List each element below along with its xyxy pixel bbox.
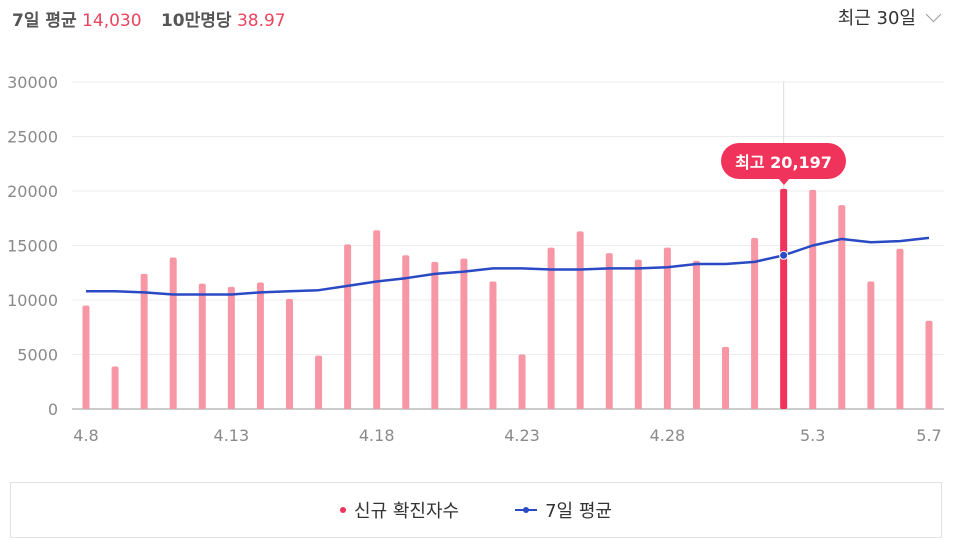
avg-line <box>86 236 930 296</box>
avg-line-point <box>779 250 789 260</box>
bar <box>663 247 671 409</box>
bars <box>82 188 933 409</box>
period-dropdown[interactable]: 최근 30일 <box>837 4 942 30</box>
x-tick-label: 5.3 <box>800 426 825 445</box>
summary-bar: 7일 평균 14,030 10만명당 38.97 <box>12 6 300 31</box>
avg-value: 14,030 <box>82 11 142 31</box>
bar <box>111 366 119 409</box>
legend-item-new-cases[interactable]: 신규 확진자수 <box>340 497 459 523</box>
bar <box>576 231 584 409</box>
bar <box>692 260 700 409</box>
y-tick-label: 25000 <box>7 128 58 147</box>
per100k-label: 10만명당 <box>160 11 232 31</box>
y-tick-label: 30000 <box>7 73 58 92</box>
bar <box>605 253 613 409</box>
bar <box>285 298 293 409</box>
x-tick-label: 4.13 <box>214 426 250 445</box>
y-tick-label: 15000 <box>7 237 58 256</box>
bar <box>82 305 90 409</box>
bar <box>634 259 642 409</box>
line-marker-icon <box>515 507 538 513</box>
legend-seven-day-avg-label: 7일 평균 <box>545 501 612 522</box>
max-callout: 최고 20,197 <box>721 142 846 185</box>
bar <box>169 257 177 409</box>
x-tick-label: 4.28 <box>650 426 686 445</box>
dot-icon <box>340 507 347 513</box>
bar <box>867 281 875 409</box>
bar <box>344 244 352 409</box>
bar <box>402 255 410 409</box>
bar <box>315 355 323 409</box>
x-tick-label: 4.18 <box>359 426 395 445</box>
bar <box>198 283 206 409</box>
bar <box>925 320 933 409</box>
bar <box>809 189 817 409</box>
period-dropdown-label: 최근 30일 <box>837 8 916 29</box>
bar <box>751 237 759 409</box>
grid <box>72 81 944 410</box>
bar <box>547 247 555 409</box>
x-axis: 4.8 4.13 4.18 4.23 4.28 5.3 5.7 <box>73 426 941 445</box>
legend-item-seven-day-avg[interactable]: 7일 평균 <box>515 497 612 523</box>
avg-label: 7일 평균 <box>12 11 77 31</box>
bar <box>489 281 497 409</box>
per100k-value: 38.97 <box>236 11 286 31</box>
y-tick-label: 20000 <box>7 182 58 201</box>
legend-new-cases-label: 신규 확진자수 <box>354 501 460 522</box>
bar <box>256 282 264 409</box>
bar <box>140 273 148 409</box>
y-tick-label: 0 <box>48 400 58 419</box>
bar <box>896 248 904 409</box>
y-tick-label: 5000 <box>17 346 58 365</box>
bar <box>460 258 468 409</box>
bar <box>838 205 846 409</box>
y-axis: 0 5000 10000 15000 20000 25000 30000 <box>7 73 58 419</box>
x-tick-label: 5.7 <box>916 426 941 445</box>
max-callout-value: 20,197 <box>770 152 832 172</box>
x-tick-label: 4.8 <box>73 426 98 445</box>
x-tick-label: 4.23 <box>504 426 540 445</box>
bar <box>227 286 235 409</box>
y-tick-label: 10000 <box>7 291 58 310</box>
bar <box>722 346 730 409</box>
bar <box>373 230 381 409</box>
max-callout-label: 최고 <box>735 152 765 172</box>
avg-line-path <box>86 236 930 296</box>
legend: 신규 확진자수 7일 평균 <box>10 482 942 538</box>
bar <box>431 261 439 409</box>
bar <box>780 188 788 409</box>
bar <box>518 354 526 409</box>
